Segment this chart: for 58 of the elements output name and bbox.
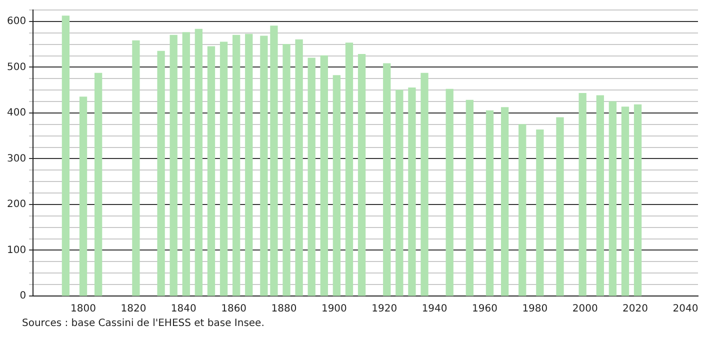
bar [500,107,509,296]
bar [408,87,416,296]
bar [608,101,617,296]
bar [596,95,604,296]
y-tick-label: 100 [6,244,26,256]
bar [446,88,454,296]
bar [220,42,228,296]
bar [556,117,564,296]
bar [320,55,328,296]
x-tick-label: 1840 [170,304,196,315]
bar [634,104,642,296]
bar [345,42,354,296]
bar [383,63,391,296]
bar [79,96,88,296]
x-tick-label: 1900 [321,304,347,315]
bar [536,130,544,296]
bar [308,58,316,296]
x-tick-label: 1800 [70,304,96,315]
bar [578,92,586,296]
source-note: Sources : base Cassini de l'EHESS et base Insee. [22,318,264,329]
bar [182,32,190,296]
bar [232,34,240,296]
bar [282,44,290,296]
x-tick-label: 1980 [522,304,548,315]
bar [270,26,278,296]
bar [157,50,165,296]
bar [621,106,630,296]
y-tick-label: 400 [6,108,26,119]
x-tick-label: 2000 [572,304,598,315]
bar [245,34,253,296]
y-tick-label: 600 [6,16,26,28]
bar [132,40,140,296]
y-tick-label: 200 [6,199,26,210]
bar [170,34,178,296]
x-tick-label: 1880 [271,304,297,315]
bar [396,90,404,296]
x-tick-label: 1920 [372,304,398,315]
x-tick-label: 1860 [221,304,247,315]
bar [466,100,474,296]
bar [94,72,102,296]
bar [295,39,303,296]
x-tick-label: 1960 [472,304,498,315]
bar [358,54,366,296]
bar [207,46,216,296]
y-tick-label: 500 [6,62,26,73]
bar [332,75,341,296]
x-tick-label: 1940 [422,304,448,315]
bar [486,110,494,296]
y-tick-label: 300 [6,153,26,164]
bar [518,124,526,296]
bar [194,28,203,296]
bar [420,72,428,296]
bar [62,16,70,296]
y-tick-label: 0 [20,290,26,302]
x-tick-label: 2040 [672,304,698,315]
bar [260,36,268,296]
x-tick-label: 1820 [120,304,146,315]
x-tick-label: 2020 [622,304,648,315]
